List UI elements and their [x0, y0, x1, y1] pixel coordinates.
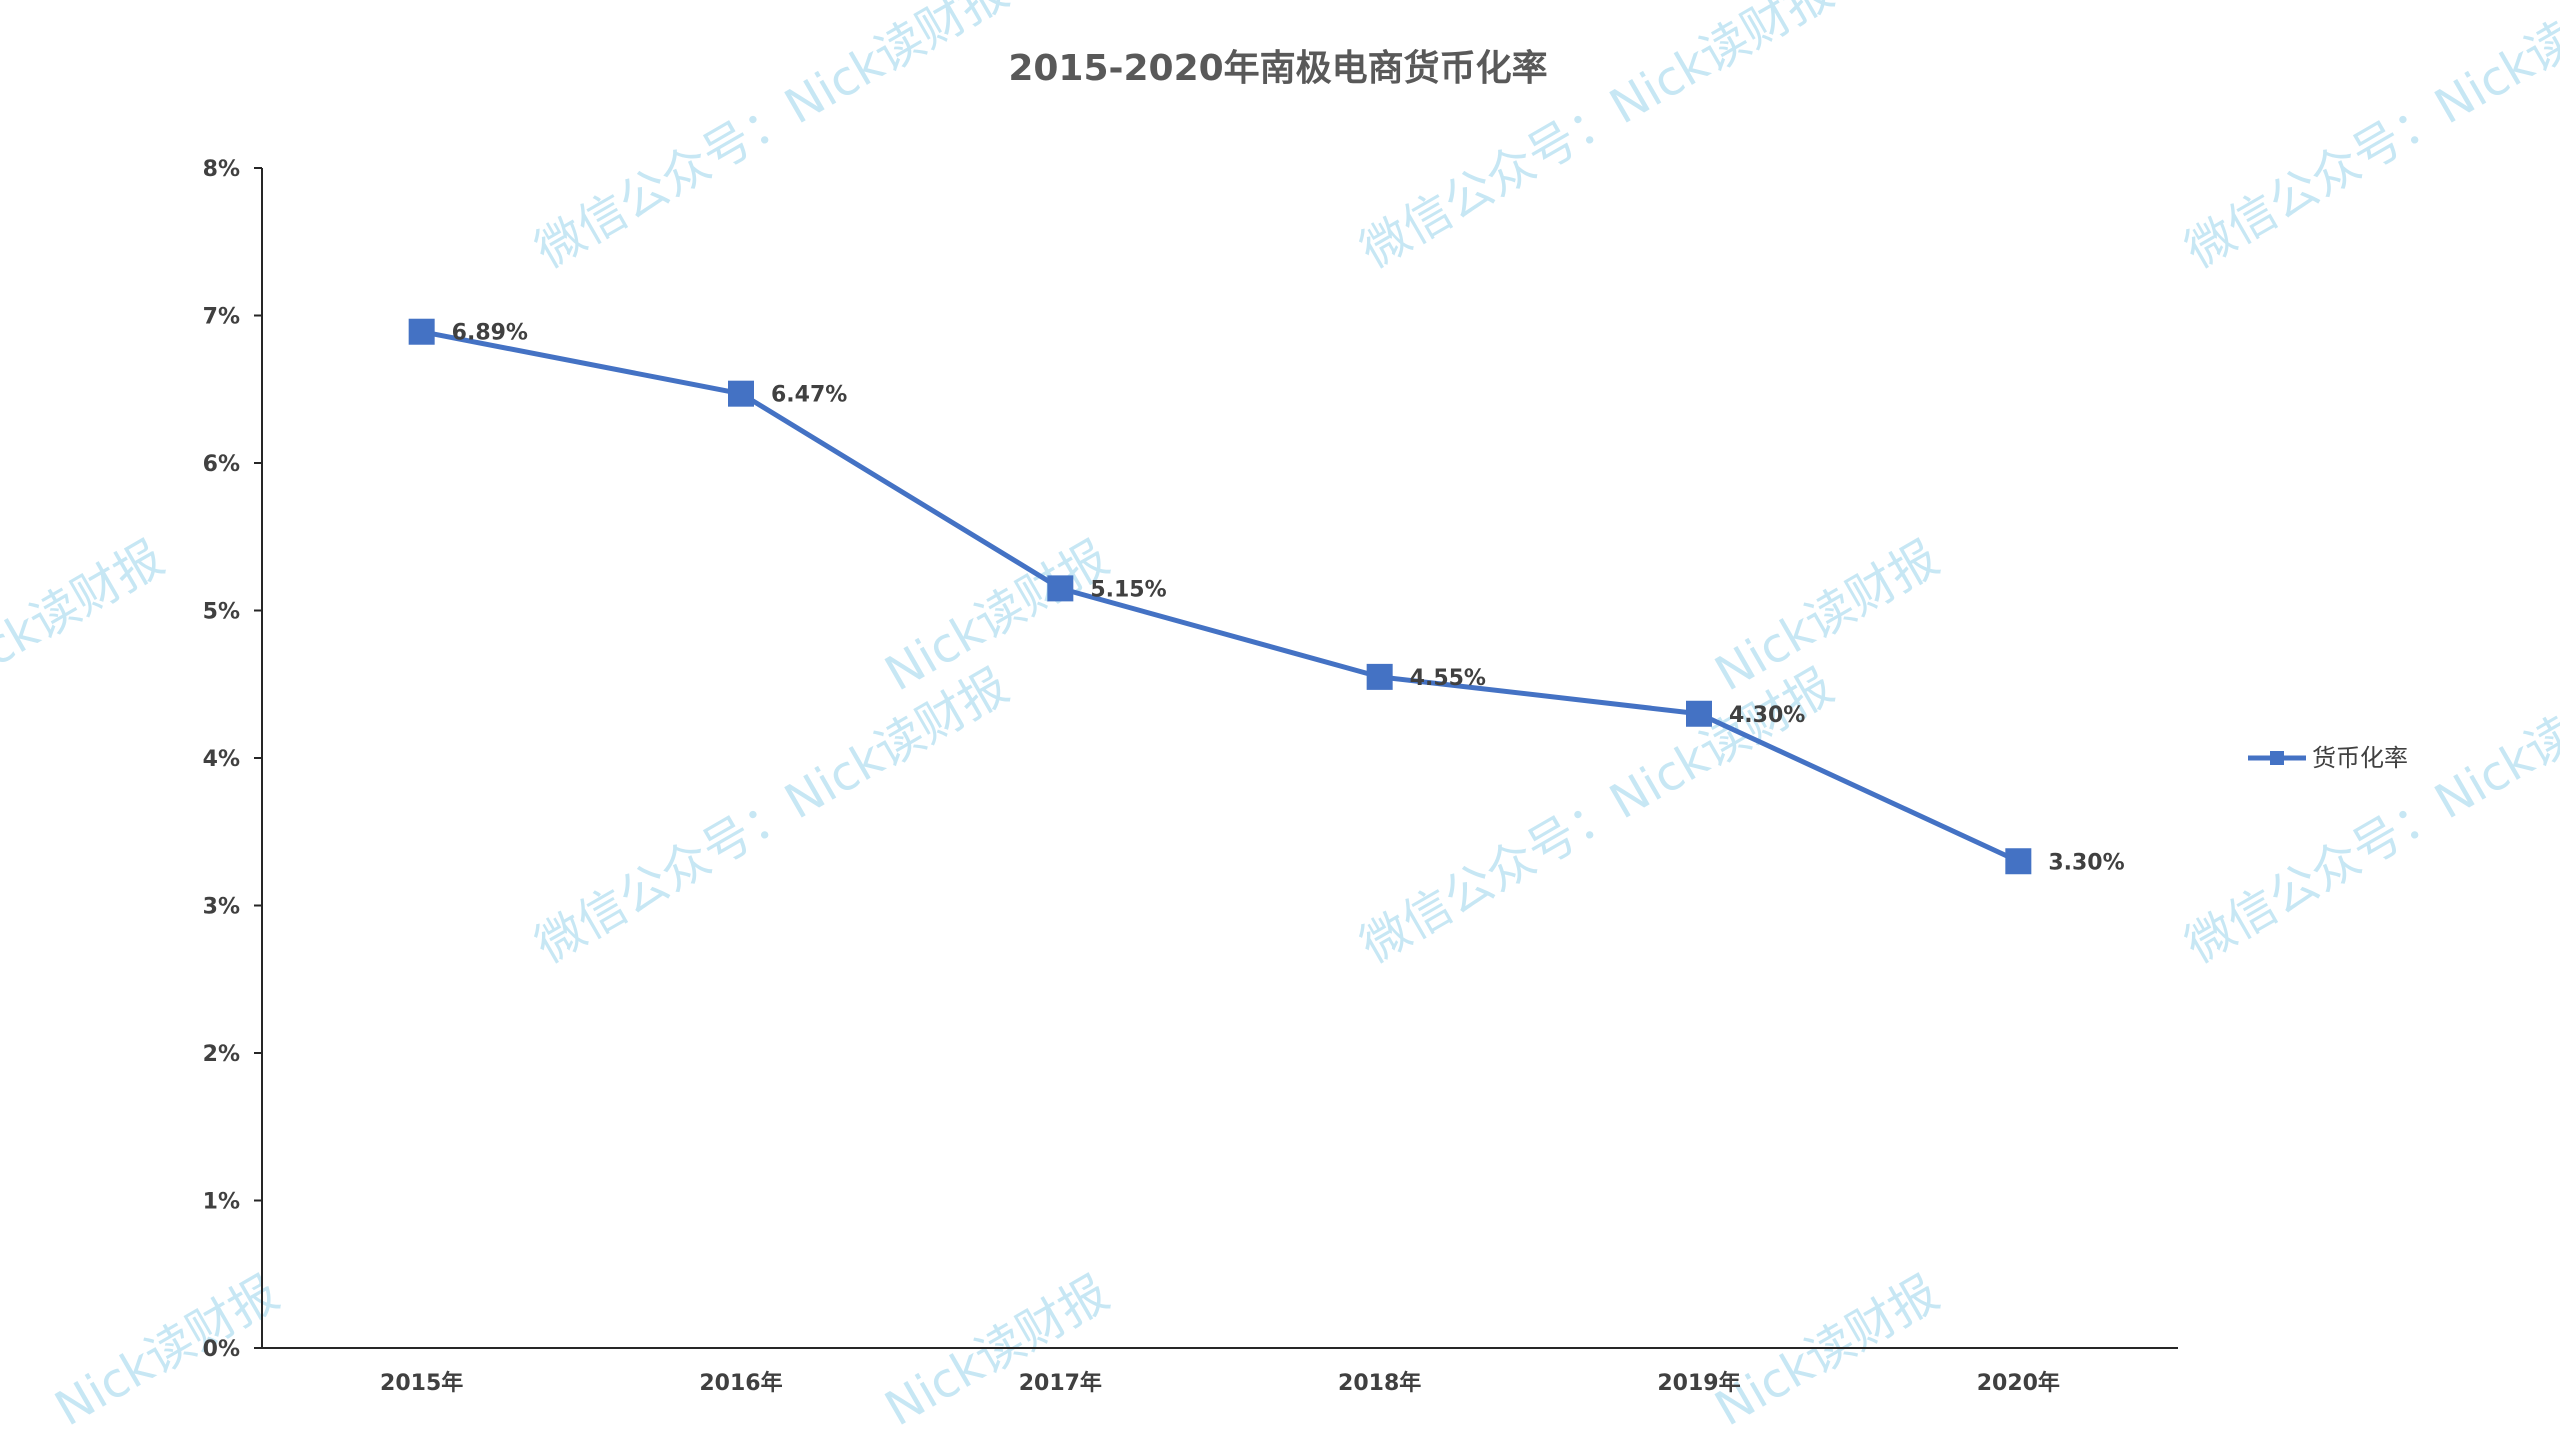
data-label: 6.89% — [452, 321, 528, 346]
watermark-text: Nick读财报 — [0, 530, 173, 702]
watermark-text: 微信公众号：Nick读财报 — [1351, 0, 1843, 279]
y-tick-label: 5% — [203, 600, 240, 625]
y-tick-label: 0% — [203, 1337, 240, 1362]
watermark-text: 微信公众号：Nick读财报 — [526, 658, 1018, 974]
data-point-marker — [408, 318, 435, 345]
watermark-text: Nick读财报 — [876, 1265, 1118, 1437]
y-tick-label: 3% — [203, 895, 240, 920]
x-tick-label: 2020年 — [1977, 1370, 2060, 1396]
data-point-marker — [2005, 848, 2032, 875]
watermark-text: Nick读财报 — [46, 1265, 288, 1437]
x-tick-label: 2019年 — [1657, 1370, 1740, 1396]
watermark-text: Nick读财报 — [1706, 530, 1948, 702]
y-tick-label: 6% — [203, 452, 240, 477]
x-axis-ticks: 2015年 2016年 2017年 2018年 2019年 2020年 — [380, 1370, 2060, 1396]
data-label: 6.47% — [771, 383, 847, 408]
x-tick-label: 2017年 — [1019, 1370, 1102, 1396]
data-label: 5.15% — [1090, 577, 1166, 602]
y-tick-label: 1% — [203, 1190, 240, 1215]
series-line — [421, 329, 2020, 864]
series-layer: 6.89% 6.47% 5.15% 4.55% 4.30% 3.30% — [408, 318, 2125, 875]
data-point-marker — [1366, 663, 1393, 690]
x-tick-label: 2016年 — [699, 1370, 782, 1396]
watermark-text: 微信公众号：Nick读财报 — [526, 0, 1018, 279]
data-point-marker — [1686, 700, 1712, 727]
data-label: 4.55% — [1410, 666, 1486, 691]
y-tick-label: 4% — [203, 747, 240, 772]
watermark-text: 微信公众号：Nick读财报 — [2176, 658, 2560, 974]
y-tick-label: 2% — [203, 1042, 240, 1067]
watermark-text: Nick读财报 — [1706, 1265, 1948, 1437]
watermark-text: 微信公众号：Nick读财报 — [2176, 0, 2560, 279]
y-axis-ticks: 0% 1% 2% 3% 4% 5% 6% 7% 8% — [203, 157, 262, 1362]
legend-marker-swatch — [2270, 751, 2284, 765]
legend-label: 货币化率 — [2312, 744, 2408, 772]
legend: 货币化率 — [2248, 744, 2408, 772]
data-label: 4.30% — [1729, 703, 1805, 728]
y-tick-label: 8% — [203, 157, 240, 182]
x-tick-label: 2015年 — [380, 1370, 463, 1396]
data-point-marker — [1047, 575, 1074, 602]
data-label: 3.30% — [2048, 850, 2124, 875]
y-tick-label: 7% — [203, 305, 240, 330]
chart-title: 2015-2020年南极电商货币化率 — [1008, 48, 1547, 89]
data-point-marker — [728, 380, 754, 407]
x-tick-label: 2018年 — [1338, 1370, 1421, 1396]
